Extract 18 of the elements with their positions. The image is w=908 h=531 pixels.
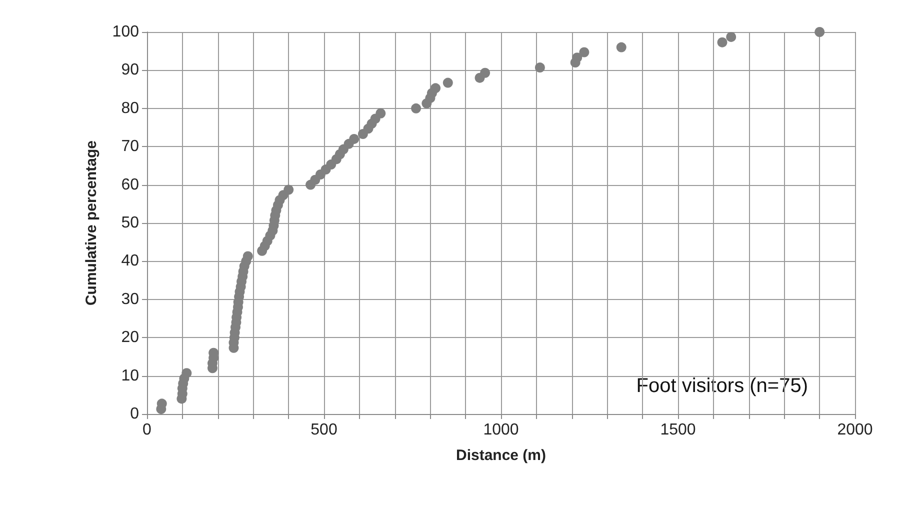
x-tick-label: 0 xyxy=(142,422,152,438)
x-axis-title: Distance (m) xyxy=(456,447,546,464)
y-axis-title: Cumulative percentage xyxy=(83,140,100,306)
y-tick-label: 80 xyxy=(121,100,140,117)
y-tick-label: 70 xyxy=(121,138,140,156)
y-tick-label: 30 xyxy=(121,290,140,308)
y-tick-label: 40 xyxy=(121,252,140,270)
y-tick-label: 60 xyxy=(121,176,140,194)
x-tick-label: 2000 xyxy=(837,422,873,438)
y-tick-label: 100 xyxy=(112,24,140,40)
y-tick-label: 50 xyxy=(121,214,140,232)
x-tick-label: 1500 xyxy=(660,422,696,438)
y-tick-label: 20 xyxy=(121,329,140,346)
y-tick-label: 0 xyxy=(130,406,140,422)
x-tick-label: 1000 xyxy=(483,422,519,438)
y-tick-label: 90 xyxy=(121,62,140,79)
y-tick-label: 10 xyxy=(121,367,140,384)
x-tick-label: 500 xyxy=(310,422,338,438)
